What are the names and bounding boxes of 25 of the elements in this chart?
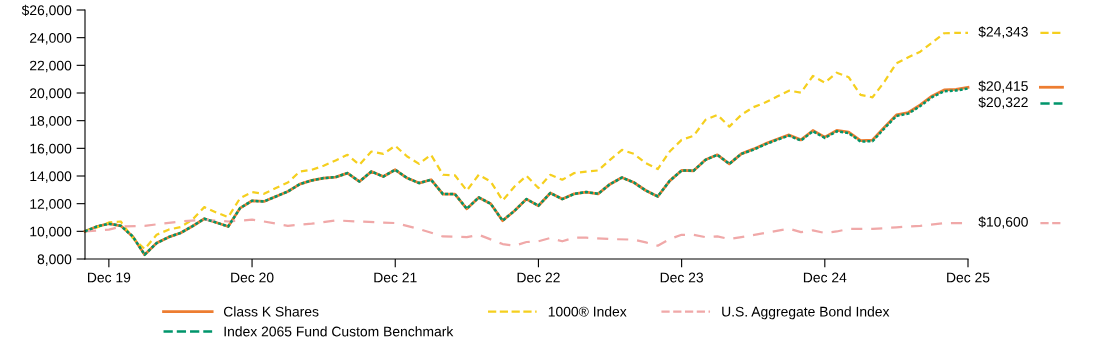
data-label: $24,343 xyxy=(978,26,1028,39)
x-tick-label: Dec 22 xyxy=(517,272,560,283)
x-tick-label: Dec 24 xyxy=(803,272,847,283)
y-tick-label: 14,000 xyxy=(30,171,72,183)
y-tick-label: 12,000 xyxy=(30,199,72,211)
y-tick-label: 10,000 xyxy=(30,226,72,239)
x-tick-label: Dec 23 xyxy=(660,272,704,283)
y-tick-label: 20,000 xyxy=(30,88,72,100)
y-tick-label: 22,000 xyxy=(30,60,72,73)
y-tick-label: $26,000 xyxy=(21,4,72,17)
legend-label: 1000® Index xyxy=(548,306,627,317)
y-tick-label: 8,000 xyxy=(37,254,72,266)
x-tick-label: Dec 25 xyxy=(947,272,990,283)
data-label: $20,322 xyxy=(978,96,1028,109)
data-label: $20,415 xyxy=(978,80,1028,93)
legend-label: Index 2065 Fund Custom Benchmark xyxy=(224,326,454,337)
legend-label: U.S. Aggregate Bond Index xyxy=(722,306,890,320)
data-label: $10,600 xyxy=(978,216,1028,229)
x-tick-label: Dec 20 xyxy=(231,272,274,283)
y-tick-label: 18,000 xyxy=(30,116,72,128)
y-tick-label: 24,000 xyxy=(30,33,72,45)
legend-label: Class K Shares xyxy=(223,306,319,317)
y-tick-label: 16,000 xyxy=(30,143,72,156)
x-tick-label: Dec 21 xyxy=(374,272,417,283)
x-tick-label: Dec 19 xyxy=(88,272,131,283)
